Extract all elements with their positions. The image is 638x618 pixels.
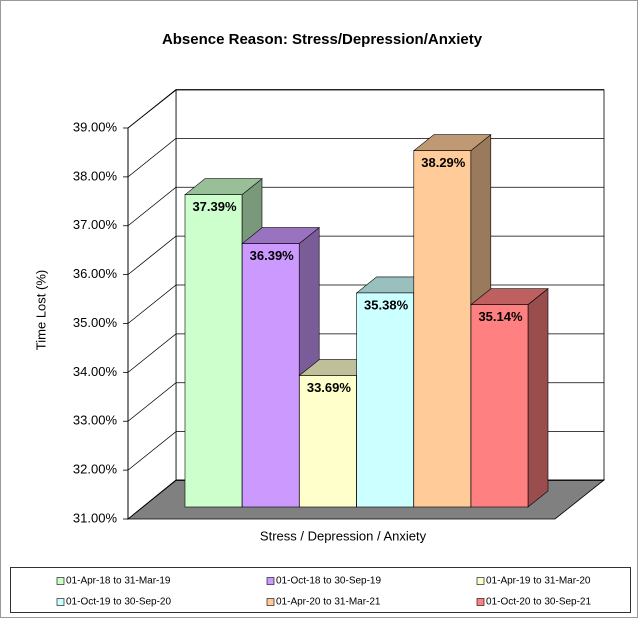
y-tick-label: 31.00%: [73, 510, 118, 525]
data-label: 33.69%: [307, 380, 352, 395]
legend-label: 01-Oct-18 to 30-Sep-19: [276, 576, 381, 587]
bar: [299, 375, 357, 508]
data-label: 38.29%: [421, 155, 466, 170]
y-tick-label: 38.00%: [73, 168, 118, 183]
data-label: 36.39%: [250, 248, 295, 263]
legend-label: 01-Apr-18 to 31-Mar-19: [66, 576, 171, 587]
legend-label: 01-Oct-20 to 30-Sep-21: [486, 597, 591, 608]
legend-label: 01-Oct-19 to 30-Sep-20: [66, 597, 171, 608]
grid-line: [127, 89, 604, 129]
y-tick-label: 33.00%: [73, 413, 118, 428]
bar: [241, 243, 300, 508]
y-tick-label: 37.00%: [73, 217, 118, 232]
x-tick-label: Stress / Depression / Anxiety: [260, 528, 427, 543]
legend-swatch: [476, 598, 485, 606]
data-label: 37.39%: [192, 199, 237, 214]
y-axis-label: Time Lost (%): [33, 270, 48, 350]
y-tick-label: 32.00%: [73, 462, 118, 477]
y-tick-label: 36.00%: [73, 266, 118, 281]
chart-title: Absence Reason: Stress/Depression/Anxiet…: [162, 31, 483, 48]
y-tick-label: 34.00%: [73, 364, 118, 379]
bar-side: [527, 288, 549, 508]
bar: [470, 304, 529, 508]
bar: [356, 292, 414, 508]
legend-swatch: [56, 598, 65, 606]
legend-label: 01-Apr-20 to 31-Mar-21: [276, 597, 381, 608]
legend: [10, 567, 631, 613]
data-label: 35.14%: [478, 309, 523, 324]
y-tick-label: 35.00%: [73, 315, 118, 330]
y-tick-label: 39.00%: [73, 119, 118, 134]
legend-swatch: [56, 577, 65, 585]
bar: [184, 194, 243, 508]
legend-label: 01-Apr-19 to 31-Mar-20: [486, 576, 591, 587]
bar: [413, 150, 472, 508]
legend-swatch: [266, 598, 275, 606]
data-label: 35.38%: [364, 297, 409, 312]
legend-swatch: [476, 577, 485, 585]
legend-swatch: [266, 577, 275, 585]
